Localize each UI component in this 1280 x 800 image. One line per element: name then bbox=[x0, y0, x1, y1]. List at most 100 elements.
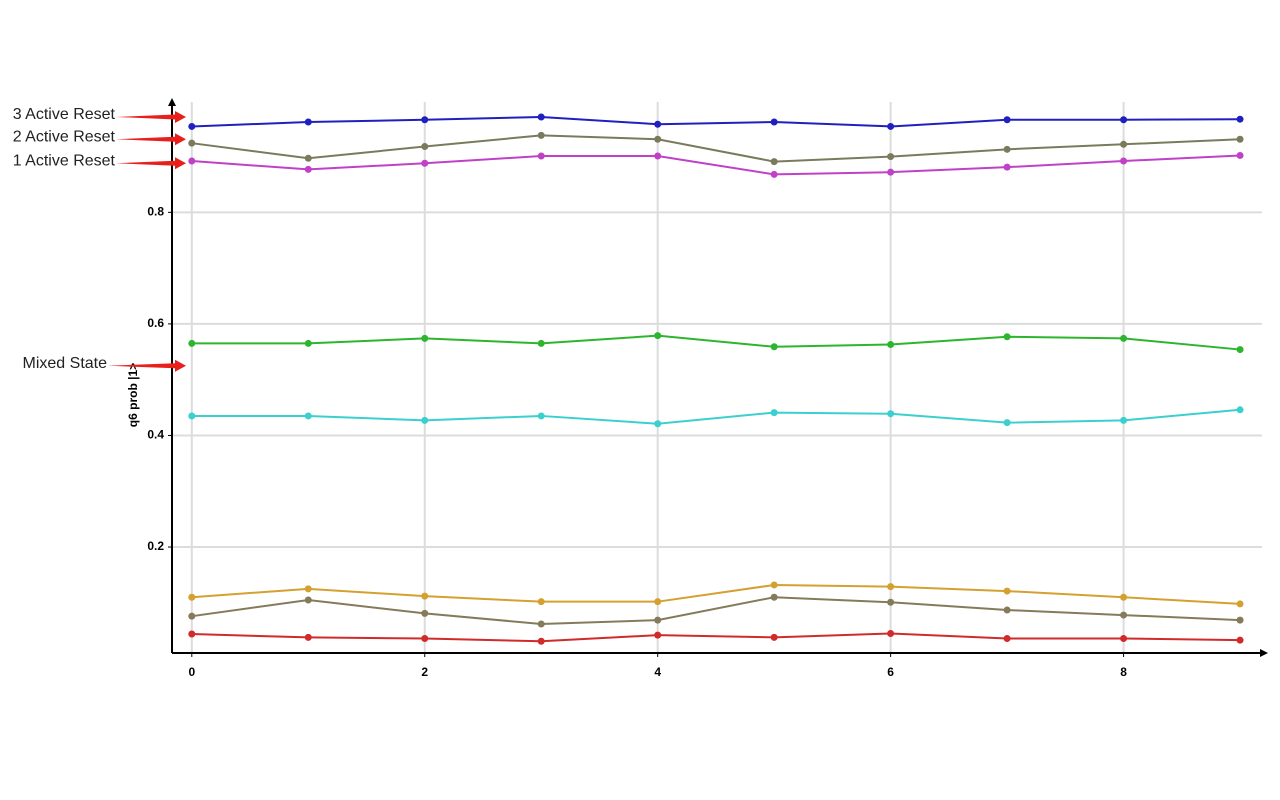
data-point bbox=[654, 616, 662, 624]
data-point bbox=[770, 118, 778, 126]
data-point bbox=[304, 165, 312, 173]
series-line bbox=[191, 596, 1241, 625]
series-line bbox=[191, 583, 1241, 605]
data-point bbox=[304, 412, 312, 420]
data-point bbox=[188, 612, 196, 620]
data-point bbox=[770, 409, 778, 417]
annotation-arrow bbox=[116, 157, 186, 170]
data-point bbox=[537, 131, 545, 139]
data-point bbox=[188, 630, 196, 638]
data-point bbox=[421, 634, 429, 642]
data-point bbox=[654, 152, 662, 160]
data-point bbox=[887, 583, 895, 591]
data-point bbox=[537, 620, 545, 628]
data-point bbox=[1120, 593, 1128, 601]
data-point bbox=[537, 339, 545, 347]
data-point bbox=[421, 416, 429, 424]
data-point bbox=[770, 343, 778, 351]
data-point bbox=[1003, 587, 1011, 595]
data-point bbox=[188, 157, 196, 165]
data-point bbox=[1003, 419, 1011, 427]
data-point bbox=[654, 598, 662, 606]
y-axis-arrow bbox=[168, 98, 176, 106]
data-point bbox=[188, 412, 196, 420]
annotation: 3 Active Reset bbox=[13, 106, 116, 123]
annotation: Mixed State bbox=[23, 355, 108, 372]
data-point bbox=[1236, 135, 1244, 143]
data-point bbox=[654, 332, 662, 340]
data-point bbox=[537, 598, 545, 606]
series-line bbox=[191, 408, 1241, 425]
data-point bbox=[537, 113, 545, 121]
data-point bbox=[1003, 145, 1011, 153]
data-point bbox=[654, 135, 662, 143]
data-point bbox=[1120, 334, 1128, 342]
data-point bbox=[887, 341, 895, 349]
series-line bbox=[191, 334, 1241, 351]
data-point bbox=[421, 592, 429, 600]
data-point bbox=[304, 118, 312, 126]
data-point bbox=[304, 596, 312, 604]
data-point bbox=[188, 593, 196, 601]
data-point bbox=[421, 143, 429, 151]
data-point bbox=[770, 633, 778, 641]
series-line bbox=[191, 154, 1241, 176]
data-point bbox=[304, 339, 312, 347]
x-tick-label: 6 bbox=[887, 665, 894, 679]
data-point bbox=[1236, 346, 1244, 354]
data-point bbox=[1236, 406, 1244, 414]
data-point bbox=[304, 154, 312, 162]
data-point bbox=[770, 170, 778, 178]
x-tick-label: 2 bbox=[421, 665, 428, 679]
x-tick-label: 4 bbox=[654, 665, 661, 679]
data-point bbox=[1236, 151, 1244, 159]
annotation-arrow bbox=[108, 359, 186, 372]
data-point bbox=[654, 420, 662, 428]
y-tick-label: 0.2 bbox=[147, 539, 164, 553]
data-point bbox=[1120, 116, 1128, 124]
data-point bbox=[1003, 634, 1011, 642]
data-point bbox=[1003, 163, 1011, 171]
data-point bbox=[1236, 636, 1244, 644]
data-point bbox=[1236, 600, 1244, 608]
data-point bbox=[537, 637, 545, 645]
data-point bbox=[887, 168, 895, 176]
data-point bbox=[304, 633, 312, 641]
data-point bbox=[421, 159, 429, 167]
data-point bbox=[1120, 416, 1128, 424]
data-point bbox=[537, 152, 545, 160]
data-point bbox=[887, 153, 895, 161]
annotation: 1 Active Reset bbox=[13, 152, 116, 169]
data-point bbox=[770, 158, 778, 166]
x-tick-label: 0 bbox=[188, 665, 195, 679]
data-point bbox=[1120, 157, 1128, 165]
data-point bbox=[304, 585, 312, 593]
annotation-arrow bbox=[116, 110, 186, 123]
x-axis-arrow bbox=[1260, 649, 1268, 657]
data-point bbox=[1003, 606, 1011, 614]
data-point bbox=[1120, 140, 1128, 148]
data-point bbox=[887, 410, 895, 418]
data-point bbox=[1003, 333, 1011, 341]
data-point bbox=[188, 122, 196, 130]
data-point bbox=[887, 598, 895, 606]
data-point bbox=[421, 334, 429, 342]
data-point bbox=[188, 339, 196, 347]
series-line bbox=[191, 115, 1241, 128]
x-tick-label: 8 bbox=[1120, 665, 1127, 679]
data-point bbox=[1120, 634, 1128, 642]
series-line bbox=[191, 134, 1241, 163]
data-point bbox=[887, 122, 895, 130]
y-tick-label: 0.8 bbox=[147, 205, 164, 219]
y-axis-label: q6 prob |1> bbox=[126, 363, 140, 427]
data-point bbox=[654, 631, 662, 639]
data-point bbox=[887, 629, 895, 637]
data-point bbox=[421, 609, 429, 617]
data-point bbox=[188, 139, 196, 147]
data-point bbox=[654, 120, 662, 128]
y-tick-label: 0.4 bbox=[147, 428, 164, 442]
data-point bbox=[1120, 611, 1128, 619]
data-point bbox=[421, 116, 429, 124]
data-point bbox=[770, 581, 778, 589]
